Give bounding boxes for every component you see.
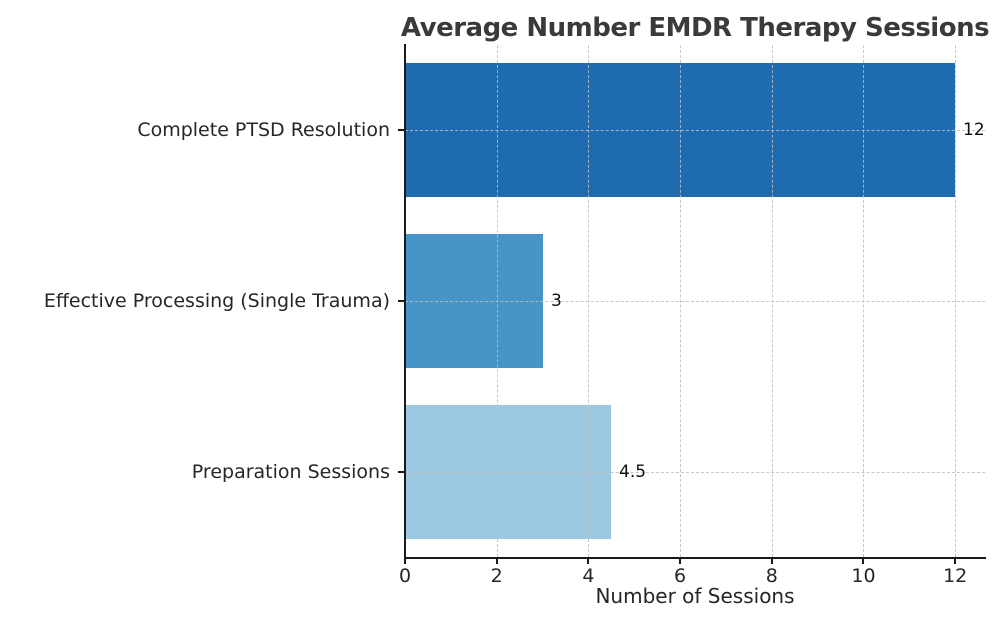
x-tick-label: 6 bbox=[674, 565, 687, 587]
chart-title: Average Number EMDR Therapy Sessions bbox=[400, 13, 990, 43]
bar-value-label: 12 bbox=[963, 120, 985, 140]
x-axis-tick bbox=[495, 558, 498, 564]
horizontal-gridline bbox=[405, 472, 985, 473]
x-tick-label: 10 bbox=[851, 565, 876, 587]
x-tick-label: 4 bbox=[582, 565, 595, 587]
y-axis-tick bbox=[398, 129, 404, 131]
category-label: Complete PTSD Resolution bbox=[137, 119, 390, 141]
category-label: Effective Processing (Single Trauma) bbox=[43, 290, 390, 312]
x-tick-label: 2 bbox=[490, 565, 503, 587]
horizontal-gridline bbox=[405, 130, 985, 131]
x-axis-tick bbox=[954, 558, 957, 564]
y-axis-spine bbox=[404, 44, 406, 558]
x-axis-tick bbox=[862, 558, 865, 564]
x-tick-label: 12 bbox=[943, 565, 968, 587]
category-label: Preparation Sessions bbox=[191, 461, 390, 483]
x-tick-label: 0 bbox=[398, 565, 412, 587]
horizontal-gridline bbox=[405, 301, 985, 302]
y-axis-tick bbox=[398, 300, 404, 302]
x-axis-label: Number of Sessions bbox=[595, 584, 795, 608]
x-axis-spine bbox=[404, 557, 986, 559]
x-axis-tick bbox=[587, 558, 590, 564]
x-axis-tick bbox=[770, 558, 773, 564]
x-axis-tick bbox=[679, 558, 682, 564]
x-tick-label: 8 bbox=[765, 565, 778, 587]
x-axis-tick bbox=[404, 558, 406, 564]
bar-value-label: 3 bbox=[551, 291, 562, 311]
y-axis-tick bbox=[398, 471, 404, 473]
bar-value-label: 4.5 bbox=[619, 462, 647, 482]
